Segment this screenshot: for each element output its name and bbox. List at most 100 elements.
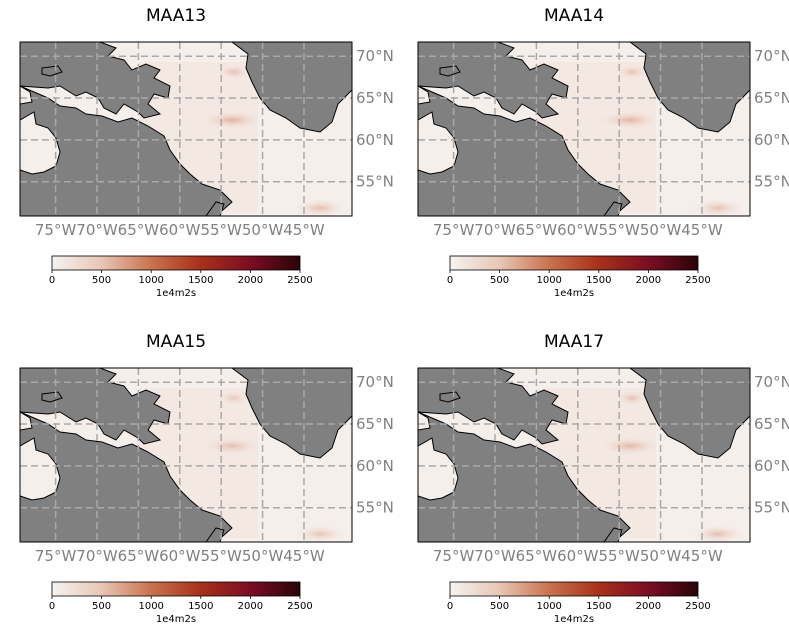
heat-hotspot bbox=[198, 110, 266, 130]
colorbar-tick-label: 2000 bbox=[238, 601, 263, 612]
x-tick-label: 65°W bbox=[118, 547, 160, 565]
x-tick-label: 50°W bbox=[640, 547, 682, 565]
x-tick-label: 70°W bbox=[474, 547, 516, 565]
heat-hotspot bbox=[216, 390, 252, 406]
map-panel-4: MAA17 75°W 70°W 65°W 60°W 55°W 50°W 45°W 70°N 65… bbox=[408, 328, 789, 638]
map-plot: 75°W 70°W 65°W 60°W 55°W 50°W 45°W 70°N 65°N 60°N… bbox=[19, 367, 394, 565]
land-mass bbox=[417, 367, 569, 445]
colorbar-tick-label: 2500 bbox=[287, 601, 312, 612]
map-panel-1: MAA13 75°W 70°W 65°W 60°W 55°W 50°W 45°W 70°N 65… bbox=[10, 2, 400, 312]
y-tick-label: 55°N bbox=[754, 173, 789, 191]
x-tick-label: 50°W bbox=[640, 221, 682, 239]
colorbar-tick-label: 2500 bbox=[287, 275, 312, 286]
colorbar-tick-label: 500 bbox=[490, 601, 509, 612]
colorbar-label: 1e4m2s bbox=[156, 614, 196, 625]
x-tick-label: 75°W bbox=[35, 221, 77, 239]
x-tick-label: 55°W bbox=[598, 547, 640, 565]
colorbar-tick-label: 0 bbox=[447, 275, 453, 286]
panel-title: MAA15 bbox=[145, 332, 207, 352]
x-tick-label: 55°W bbox=[200, 547, 242, 565]
colorbar-gradient bbox=[51, 581, 301, 597]
land-mass bbox=[417, 411, 631, 543]
colorbar-tick-label: 500 bbox=[92, 601, 111, 612]
heat-hotspot bbox=[596, 436, 664, 456]
colorbar-gradient bbox=[449, 581, 699, 597]
y-tick-label: 70°N bbox=[754, 373, 789, 391]
y-tick-label: 70°N bbox=[356, 373, 394, 391]
plot-frame bbox=[417, 41, 751, 217]
x-tick-label: 55°W bbox=[598, 221, 640, 239]
colorbar-tick-label: 1500 bbox=[586, 601, 611, 612]
heat-hotspot bbox=[216, 64, 252, 80]
land-mass bbox=[417, 85, 631, 217]
heat-hotspot bbox=[596, 110, 664, 130]
land-mass bbox=[19, 85, 233, 217]
y-tick-label: 70°N bbox=[356, 47, 394, 65]
y-tick-label: 60°N bbox=[754, 457, 789, 475]
heat-hotspot bbox=[688, 198, 748, 218]
colorbar-tick-label: 2000 bbox=[636, 275, 661, 286]
panel-title: MAA14 bbox=[543, 6, 605, 26]
x-tick-label: 55°W bbox=[200, 221, 242, 239]
x-tick-label: 65°W bbox=[118, 221, 160, 239]
y-tick-label: 70°N bbox=[754, 47, 789, 65]
colorbar-tick-label: 1500 bbox=[188, 275, 213, 286]
colorbar-tick-label: 1000 bbox=[536, 275, 561, 286]
map-panel-2: MAA14 75°W 70°W 65°W 60°W 55°W 50°W 45°W 70°N 65… bbox=[408, 2, 789, 312]
heat-hotspot bbox=[290, 524, 350, 544]
land-mass bbox=[19, 41, 171, 119]
y-tick-label: 65°N bbox=[754, 89, 789, 107]
y-tick-label: 60°N bbox=[356, 131, 394, 149]
x-tick-label: 45°W bbox=[681, 547, 723, 565]
y-tick-label: 60°N bbox=[356, 457, 394, 475]
colorbar-tick-label: 0 bbox=[49, 275, 55, 286]
panel-title: MAA17 bbox=[543, 332, 605, 352]
colorbar-tick-label: 1000 bbox=[536, 601, 561, 612]
x-tick-label: 60°W bbox=[159, 547, 201, 565]
colorbar-tick-label: 2000 bbox=[636, 601, 661, 612]
colorbar-tick-label: 2500 bbox=[685, 275, 710, 286]
colorbar-tick-label: 1500 bbox=[188, 601, 213, 612]
y-tick-label: 60°N bbox=[754, 131, 789, 149]
x-tick-label: 75°W bbox=[433, 547, 475, 565]
colorbar-label: 1e4m2s bbox=[156, 288, 196, 299]
map-plot: 75°W 70°W 65°W 60°W 55°W 50°W 45°W 70°N 65°N 60°N… bbox=[19, 41, 394, 239]
colorbar-tick-label: 500 bbox=[490, 275, 509, 286]
x-tick-label: 50°W bbox=[242, 547, 284, 565]
map-plot: 75°W 70°W 65°W 60°W 55°W 50°W 45°W 70°N 65°N 60°N… bbox=[417, 367, 789, 565]
colorbar-gradient bbox=[449, 255, 699, 271]
heat-hotspot bbox=[614, 390, 650, 406]
x-tick-label: 65°W bbox=[516, 547, 558, 565]
x-tick-label: 70°W bbox=[76, 547, 118, 565]
x-tick-label: 70°W bbox=[76, 221, 118, 239]
land-mass bbox=[19, 411, 233, 543]
colorbar: 0 500 1000 1500 2000 2500 1e4m2s bbox=[49, 255, 313, 299]
colorbar-tick-label: 500 bbox=[92, 275, 111, 286]
y-tick-label: 55°N bbox=[754, 499, 789, 517]
colorbar-gradient bbox=[51, 255, 301, 271]
map-plot: 75°W 70°W 65°W 60°W 55°W 50°W 45°W 70°N 65°N 60°N… bbox=[417, 41, 789, 239]
colorbar-tick-label: 2000 bbox=[238, 275, 263, 286]
colorbar-label: 1e4m2s bbox=[554, 288, 594, 299]
colorbar-label: 1e4m2s bbox=[554, 614, 594, 625]
plot-frame bbox=[19, 367, 353, 543]
x-tick-label: 45°W bbox=[283, 221, 325, 239]
colorbar: 0 500 1000 1500 2000 2500 1e4m2s bbox=[447, 255, 711, 299]
x-tick-label: 45°W bbox=[681, 221, 723, 239]
y-tick-label: 65°N bbox=[356, 415, 394, 433]
land-mass bbox=[19, 367, 171, 445]
plot-frame bbox=[417, 367, 751, 543]
colorbar-tick-label: 1500 bbox=[586, 275, 611, 286]
x-tick-label: 65°W bbox=[516, 221, 558, 239]
colorbar: 0 500 1000 1500 2000 2500 1e4m2s bbox=[49, 581, 313, 625]
colorbar-tick-label: 1000 bbox=[138, 601, 163, 612]
x-tick-label: 50°W bbox=[242, 221, 284, 239]
colorbar-tick-label: 2500 bbox=[685, 601, 710, 612]
x-tick-label: 45°W bbox=[283, 547, 325, 565]
colorbar-tick-label: 1000 bbox=[138, 275, 163, 286]
panel-title: MAA13 bbox=[145, 6, 207, 26]
x-tick-label: 60°W bbox=[557, 221, 599, 239]
heat-hotspot bbox=[290, 198, 350, 218]
x-tick-label: 60°W bbox=[557, 547, 599, 565]
x-tick-label: 70°W bbox=[474, 221, 516, 239]
